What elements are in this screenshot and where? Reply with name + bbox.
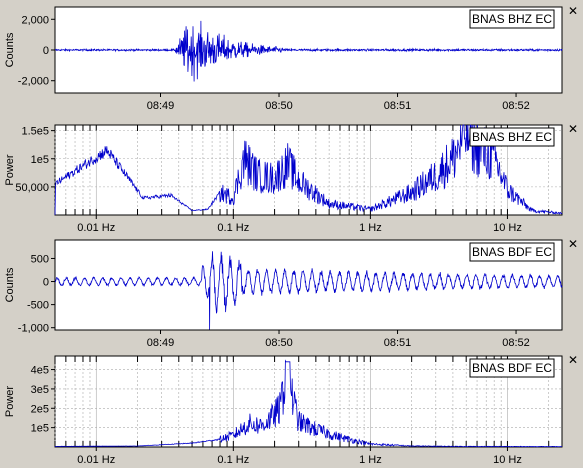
y-axis-label: Counts [4, 267, 16, 302]
x-tick-label: 08:52 [502, 100, 530, 112]
x-tick-label: 08:49 [147, 100, 175, 112]
x-tick-label: 08:52 [502, 337, 530, 349]
waveform-panel-bdf: 500 0 -500 -1,000 08:49 08:50 08:51 08:52 Counts… [0, 233, 583, 349]
waveform-chart-bhz: 2,000 0 -2,000 08:49 08:50 08:51 08:52 Counts BN… [4, 4, 578, 112]
station-label: BNAS BHZ EC [472, 130, 552, 144]
y-tick-label: 0 [43, 277, 49, 289]
station-label: BNAS BDF EC [472, 245, 552, 259]
x-tick-label: 0.01 Hz [77, 454, 115, 466]
close-icon[interactable]: ✕ [568, 237, 578, 251]
waveform-chart-bdf: 500 0 -500 -1,000 08:49 08:50 08:51 08:52 Counts… [4, 237, 578, 349]
y-axis-label: Counts [4, 32, 16, 67]
spectrum-panel-bdf: 4e5 3e5 2e5 1e5 0.01 Hz 0.1 Hz 1 Hz 10 Hz Power B… [0, 349, 583, 468]
spectrum-chart-bdf: 4e5 3e5 2e5 1e5 0.01 Hz 0.1 Hz 1 Hz 10 Hz Power B… [4, 353, 578, 466]
y-tick-label: 1e5 [31, 154, 49, 166]
station-label: BNAS BDF EC [472, 361, 552, 375]
y-axis-label: Power [4, 386, 16, 418]
y-tick-label: 1e5 [31, 423, 49, 435]
x-tick-label: 1 Hz [359, 454, 382, 466]
waveform-panel-bhz: 2,000 0 -2,000 08:49 08:50 08:51 08:52 Counts BN… [0, 0, 583, 116]
y-tick-label: 50,000 [15, 182, 49, 194]
y-tick-label: -1,000 [18, 323, 49, 335]
y-tick-label: 1.5e5 [21, 126, 49, 138]
y-tick-label: 2e5 [31, 403, 49, 415]
y-tick-label: -2,000 [18, 76, 49, 88]
x-tick-label: 08:49 [147, 337, 175, 349]
x-tick-label: 0.01 Hz [77, 222, 115, 233]
spectrum-panel-bhz: 1.5e5 1e5 50,000 0.01 Hz 0.1 Hz 1 Hz 10 Hz Powe… [0, 116, 583, 233]
station-label: BNAS BHZ EC [472, 12, 552, 26]
series-line [54, 359, 563, 448]
x-tick-label: 08:50 [265, 100, 293, 112]
x-tick-label: 10 Hz [493, 222, 522, 233]
x-tick-label: 10 Hz [493, 454, 522, 466]
series-line [54, 20, 563, 82]
y-tick-label: 2,000 [21, 14, 49, 26]
x-tick-label: 0.1 Hz [217, 222, 249, 233]
x-tick-label: 1 Hz [359, 222, 382, 233]
y-tick-label: -500 [27, 300, 49, 312]
y-tick-label: 500 [31, 253, 49, 265]
station-label-box [469, 127, 555, 147]
x-tick-label: 0.1 Hz [217, 454, 249, 466]
spectrum-chart-bhz: 1.5e5 1e5 50,000 0.01 Hz 0.1 Hz 1 Hz 10 Hz Powe… [4, 122, 578, 233]
station-label-box [469, 9, 555, 29]
close-icon[interactable]: ✕ [568, 4, 578, 18]
station-label-box [469, 358, 555, 378]
series-line [55, 251, 563, 330]
y-tick-label: 4e5 [31, 365, 49, 377]
x-tick-label: 08:51 [384, 337, 412, 349]
station-label-box [469, 242, 555, 262]
y-tick-label: 3e5 [31, 384, 49, 396]
x-tick-label: 08:50 [265, 337, 293, 349]
close-icon[interactable]: ✕ [568, 353, 578, 367]
close-icon[interactable]: ✕ [568, 122, 578, 136]
x-tick-label: 08:51 [384, 100, 412, 112]
y-axis-label: Power [4, 154, 16, 186]
y-tick-label: 0 [43, 45, 49, 57]
series-line [54, 124, 563, 216]
